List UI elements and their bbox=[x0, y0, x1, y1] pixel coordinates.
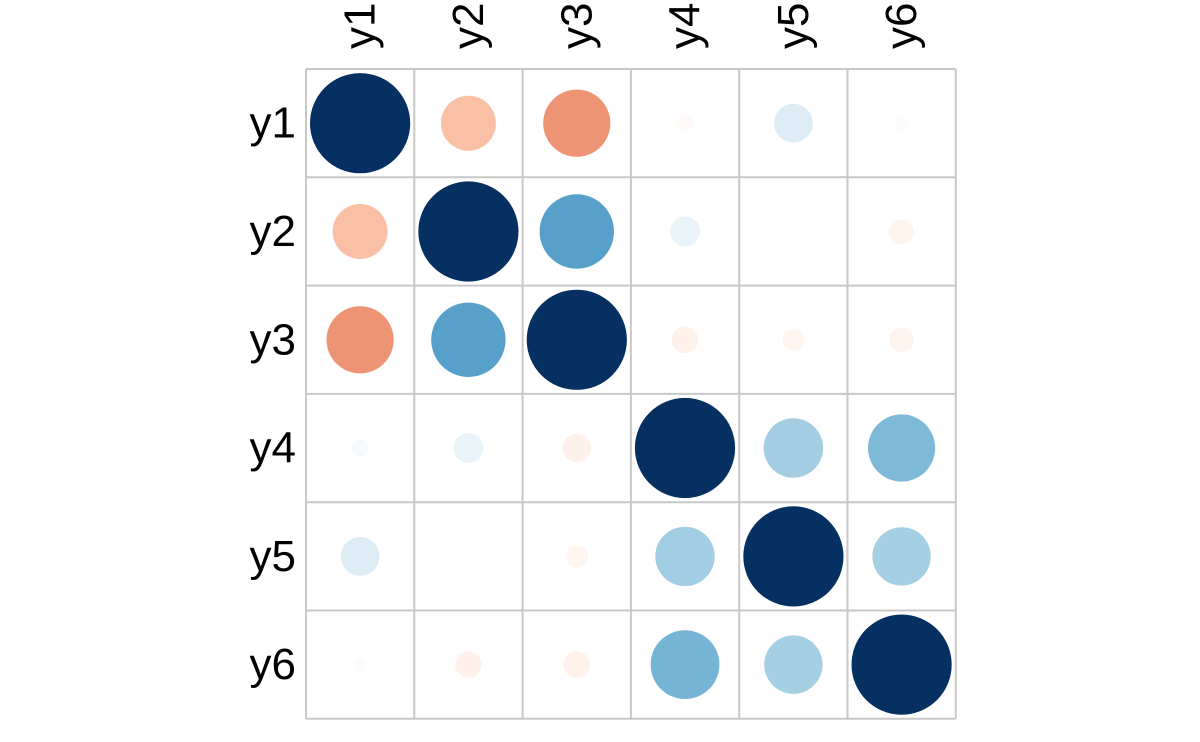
column-label-y4: y4 bbox=[661, 3, 710, 49]
column-label-y2: y2 bbox=[444, 3, 493, 49]
correlation-circle-y6-y1 bbox=[353, 657, 368, 672]
correlation-circle-y4-y2 bbox=[453, 433, 484, 463]
correlation-circle-y5-y3 bbox=[565, 545, 588, 568]
correlation-circle-y5-y2 bbox=[463, 551, 474, 562]
correlation-circle-y3-y5 bbox=[782, 328, 805, 351]
correlation-circle-y2-y5 bbox=[788, 226, 799, 237]
column-label-y6: y6 bbox=[877, 3, 926, 49]
correlation-circle-y4-y3 bbox=[562, 433, 591, 463]
correlation-circle-y5-y6 bbox=[872, 527, 931, 586]
correlation-circle-y5-y4 bbox=[655, 526, 715, 587]
correlation-circle-y6-y5 bbox=[764, 635, 823, 694]
correlation-circles bbox=[310, 73, 952, 715]
row-label-y4: y4 bbox=[250, 424, 296, 473]
correlation-circle-y1-y6 bbox=[894, 116, 909, 131]
row-label-y5: y5 bbox=[250, 532, 296, 581]
row-label-y6: y6 bbox=[250, 640, 296, 689]
correlation-circle-y4-y1 bbox=[351, 439, 369, 457]
correlation-circle-y6-y3 bbox=[563, 651, 591, 678]
correlation-circle-y2-y2 bbox=[418, 181, 519, 282]
correlation-circle-y6-y6 bbox=[851, 614, 952, 715]
correlation-circle-y3-y1 bbox=[326, 306, 394, 374]
column-label-y3: y3 bbox=[552, 3, 601, 49]
correlation-circle-y3-y2 bbox=[431, 302, 506, 377]
correlation-circle-y3-y3 bbox=[526, 289, 627, 390]
correlation-circle-y3-y6 bbox=[889, 327, 914, 353]
correlation-circle-y4-y5 bbox=[763, 418, 824, 478]
row-label-y3: y3 bbox=[250, 315, 296, 364]
row-labels: y1 y2 y3 y4 y5 y6 bbox=[250, 99, 296, 689]
correlation-circle-y2-y6 bbox=[889, 219, 914, 244]
row-label-y2: y2 bbox=[250, 207, 296, 256]
correlation-circle-y3-y4 bbox=[671, 326, 699, 354]
row-label-y1: y1 bbox=[250, 99, 296, 148]
correlation-circle-y1-y2 bbox=[440, 95, 496, 151]
correlation-circle-y5-y5 bbox=[743, 506, 844, 607]
correlation-circle-y2-y4 bbox=[670, 216, 700, 247]
correlation-circle-y5-y1 bbox=[340, 537, 380, 576]
column-label-y5: y5 bbox=[769, 3, 818, 49]
column-labels: y1 y2 y3 y4 y5 y6 bbox=[336, 3, 926, 49]
correlation-circle-y2-y3 bbox=[539, 194, 614, 269]
correlation-circle-y4-y4 bbox=[634, 397, 736, 499]
correlation-circle-y1-y5 bbox=[774, 103, 813, 143]
grid bbox=[305, 68, 957, 720]
correlation-circle-y1-y4 bbox=[676, 114, 694, 132]
correlation-circle-y4-y6 bbox=[868, 414, 936, 482]
correlation-circle-y6-y4 bbox=[650, 630, 720, 699]
correlation-circle-y1-y3 bbox=[543, 89, 611, 157]
correlation-circle-y1-y1 bbox=[310, 73, 411, 174]
column-label-y1: y1 bbox=[336, 3, 385, 49]
correlation-circle-y6-y2 bbox=[455, 651, 482, 678]
correlation-circle-y2-y1 bbox=[332, 204, 388, 259]
